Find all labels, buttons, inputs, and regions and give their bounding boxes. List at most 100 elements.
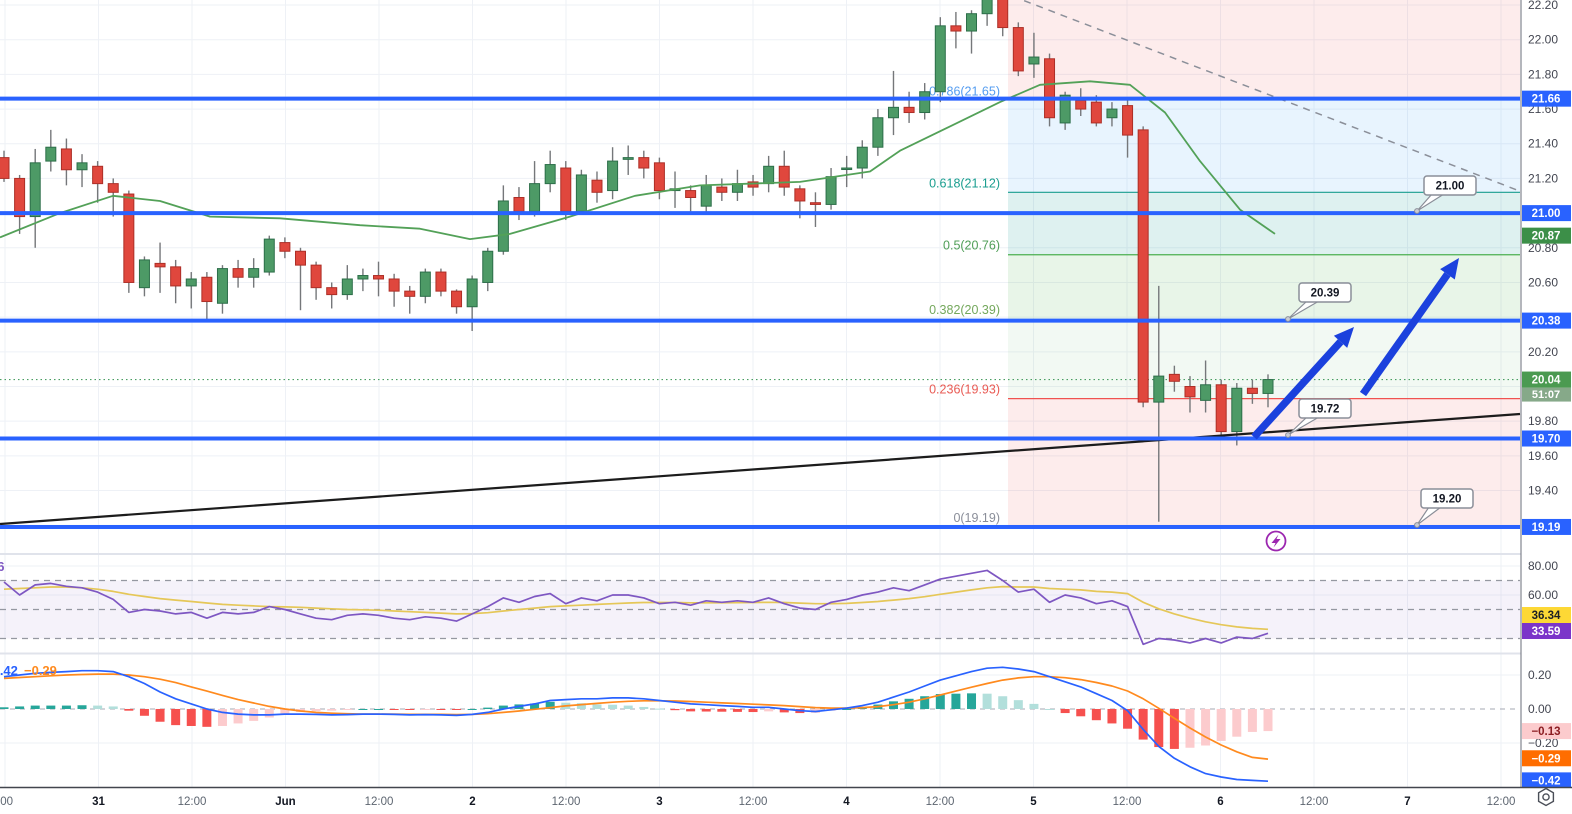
rsi-status-fragment: 36 xyxy=(0,559,4,574)
callout-label: 19.20 xyxy=(1433,494,1462,506)
hline-price-badge-19.70 xyxy=(1522,430,1571,447)
time-label: 7 xyxy=(1404,796,1410,808)
candle-body xyxy=(794,188,806,202)
candle-body xyxy=(1059,94,1071,124)
macd-histogram-bar xyxy=(998,696,1008,709)
candle-body xyxy=(825,176,837,205)
candle-body xyxy=(279,242,291,252)
callout-box xyxy=(1298,398,1352,419)
price-tick-label: 19.40 xyxy=(1528,484,1558,498)
up-arrow-1[interactable] xyxy=(1251,327,1354,440)
macd-histogram-bar xyxy=(779,708,789,713)
candle-body xyxy=(903,106,915,114)
macd-histogram-bar xyxy=(1154,708,1164,748)
candle-body xyxy=(357,275,369,280)
fib-band xyxy=(1008,0,1520,101)
price-axis-background xyxy=(1521,0,1572,814)
candle-body xyxy=(185,278,197,287)
candle-body xyxy=(482,250,494,283)
instrument-settings-icon[interactable] xyxy=(1537,787,1555,807)
fib-retracement[interactable]: 0.786(21.65) 0.618(21.12) 0.5(20.76) 0.382(… xyxy=(929,0,1520,527)
price-callout-19.20[interactable]: 19.20 xyxy=(1414,488,1474,528)
candle-body xyxy=(607,160,619,192)
up-arrow-2[interactable] xyxy=(1359,258,1459,397)
price-tick-label: 21.80 xyxy=(1528,67,1558,81)
price-callout-19.72[interactable]: 19.72 xyxy=(1285,398,1352,438)
alert-price-badge-label: 20.87 xyxy=(1532,231,1561,243)
time-axis[interactable]: :00 31 12:00 Jun 12:00 2 12:00 3 12:00 4 12:00 5 12:… xyxy=(0,786,1572,814)
macd-histogram-bar xyxy=(467,708,477,710)
macd-tick-label: −0.20 xyxy=(1528,736,1559,750)
candle-body xyxy=(388,278,400,292)
candle-body xyxy=(934,25,946,93)
settings-circle xyxy=(1542,793,1550,801)
price-callout-20.39[interactable]: 20.39 xyxy=(1285,282,1352,322)
macd-histogram-bar xyxy=(15,706,25,709)
rsi-value-badge-1-label: 33.59 xyxy=(1532,626,1561,638)
candle-body xyxy=(232,268,244,278)
bar-countdown-label: 51:07 xyxy=(1532,389,1560,401)
macd-histogram-bar xyxy=(0,707,9,709)
candle-body xyxy=(310,264,322,289)
time-label: Jun xyxy=(275,796,295,808)
macd-histogram-bar xyxy=(982,693,992,709)
macd-histogram-bar xyxy=(592,704,602,709)
macd-histogram-bar xyxy=(202,708,212,727)
candle-body xyxy=(919,91,931,114)
candle-body xyxy=(216,268,228,304)
macd-histogram-bar xyxy=(1013,700,1023,709)
macd-histogram-bar xyxy=(732,708,742,712)
macd-histogram-bar xyxy=(530,703,540,709)
candle-body xyxy=(716,186,728,193)
macd-histogram-bar xyxy=(842,708,852,710)
macd-histogram-bar xyxy=(623,705,633,709)
arrow-head xyxy=(1440,258,1459,280)
price-tick-label: 19.80 xyxy=(1528,414,1558,428)
price-axis[interactable]: 22.2022.0021.8021.6021.4021.2020.8020.60… xyxy=(1520,0,1572,814)
candle-body xyxy=(1168,373,1180,382)
callout-label: 19.72 xyxy=(1311,404,1340,416)
candle-body xyxy=(326,287,338,296)
macd-histogram-bar xyxy=(139,708,149,716)
candle-body xyxy=(341,278,353,296)
macd-histogram-bar xyxy=(1076,708,1086,717)
last-price-badge xyxy=(1522,371,1571,388)
fib-level-label: 0.382(20.39) xyxy=(929,303,1000,317)
candle-body xyxy=(856,146,868,169)
candle-body xyxy=(1137,129,1149,403)
callout-anchor-dot xyxy=(1285,432,1291,438)
macd-histogram-bar xyxy=(1091,708,1101,721)
macd-histogram-bar xyxy=(389,708,399,710)
candle-body xyxy=(201,276,213,303)
macd-histogram-bar xyxy=(608,704,618,709)
alert-price-badge xyxy=(1522,227,1571,244)
candle-body xyxy=(872,117,884,148)
macd-histogram-bar xyxy=(935,694,945,709)
macd-histogram-bar xyxy=(764,708,774,712)
macd-value-badge-1-label: −0.29 xyxy=(1531,753,1560,765)
candle-body xyxy=(138,259,150,289)
ascending-trendline[interactable] xyxy=(0,412,1521,526)
candle-body xyxy=(1075,99,1087,110)
fib-level-label: 0(19.19) xyxy=(953,511,1000,525)
macd-histogram-bar xyxy=(1045,708,1055,710)
flash-icon-circle xyxy=(1265,530,1287,552)
hline-price-badge-19.19 xyxy=(1522,518,1571,535)
macd-status-value: −0.42 xyxy=(0,663,18,678)
price-callout-21.00[interactable]: 21.00 xyxy=(1414,175,1477,214)
time-label: :00 xyxy=(0,796,13,808)
candle-body xyxy=(1153,375,1165,403)
rsi-tick-label: 60.00 xyxy=(1528,588,1558,602)
macd-histogram-bar xyxy=(1169,708,1179,749)
macd-histogram-bar xyxy=(748,708,758,713)
callout-box xyxy=(1420,488,1474,509)
settings-hexagon xyxy=(1537,787,1555,807)
time-label: 12:00 xyxy=(926,796,955,808)
candle-body xyxy=(29,162,41,218)
rsi-value-badge-0 xyxy=(1522,607,1571,623)
candlestick-series xyxy=(0,0,1274,522)
macd-histogram-bar xyxy=(374,708,384,710)
flash-icon[interactable] xyxy=(1265,530,1287,552)
callout-anchor-dot xyxy=(1285,316,1291,322)
